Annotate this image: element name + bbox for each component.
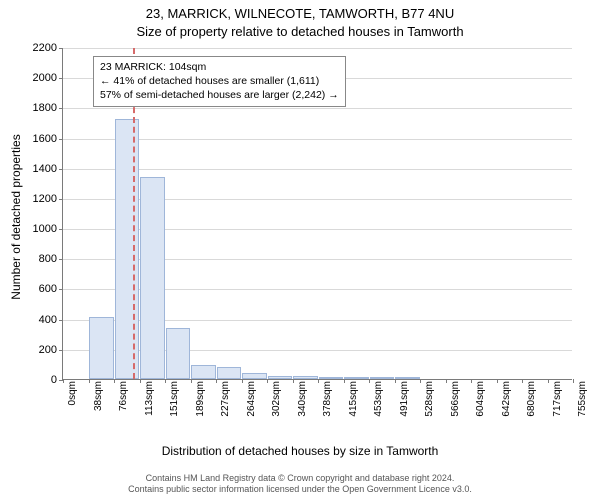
annotation-line-2: ← 41% of detached houses are smaller (1,… (100, 74, 339, 88)
ytick-mark (59, 48, 63, 49)
histogram-bar (319, 377, 344, 379)
ytick-label: 200 (39, 344, 57, 356)
xtick-mark (522, 379, 523, 383)
xtick-mark (344, 379, 345, 383)
ytick-label: 600 (39, 283, 57, 295)
histogram-bar (395, 377, 420, 379)
footer-line-2: Contains public sector information licen… (0, 484, 600, 496)
annotation-line-1: 23 MARRICK: 104sqm (100, 60, 339, 74)
xtick-label: 151sqm (169, 381, 180, 417)
histogram-bar (217, 367, 242, 379)
xtick-label: 378sqm (322, 381, 333, 417)
ytick-mark (59, 139, 63, 140)
ytick-label: 400 (39, 314, 57, 326)
xtick-label: 264sqm (246, 381, 257, 417)
xtick-mark (446, 379, 447, 383)
xtick-mark (293, 379, 294, 383)
xtick-mark (497, 379, 498, 383)
ytick-label: 800 (39, 253, 57, 265)
chart-container: 23, MARRICK, WILNECOTE, TAMWORTH, B77 4N… (0, 0, 600, 500)
histogram-bar (89, 317, 114, 379)
ytick-mark (59, 108, 63, 109)
xtick-mark (140, 379, 141, 383)
histogram-bar (242, 373, 267, 379)
plot-area: 0200400600800100012001400160018002000220… (62, 48, 572, 380)
histogram-bar (140, 177, 165, 379)
histogram-bar (191, 365, 216, 379)
ytick-mark (59, 350, 63, 351)
footer-line-1: Contains HM Land Registry data © Crown c… (0, 473, 600, 485)
ytick-mark (59, 169, 63, 170)
xtick-label: 415sqm (348, 381, 359, 417)
xtick-mark (420, 379, 421, 383)
xtick-label: 566sqm (450, 381, 461, 417)
annotation-line-3: 57% of semi-detached houses are larger (… (100, 88, 339, 102)
xtick-mark (471, 379, 472, 383)
ytick-mark (59, 78, 63, 79)
ytick-mark (59, 259, 63, 260)
ytick-mark (59, 289, 63, 290)
xtick-label: 76sqm (118, 381, 129, 411)
ytick-mark (59, 229, 63, 230)
ytick-label: 2200 (33, 42, 57, 54)
xtick-label: 0sqm (67, 381, 78, 405)
xtick-label: 113sqm (144, 381, 155, 416)
xtick-label: 227sqm (220, 381, 231, 417)
ytick-label: 1200 (33, 193, 57, 205)
xtick-mark (114, 379, 115, 383)
xtick-label: 717sqm (552, 381, 563, 417)
ytick-label: 1000 (33, 223, 57, 235)
ytick-label: 0 (51, 374, 57, 386)
xtick-mark (395, 379, 396, 383)
xtick-mark (267, 379, 268, 383)
xtick-label: 302sqm (271, 381, 282, 417)
title-line-2: Size of property relative to detached ho… (0, 24, 600, 39)
ytick-mark (59, 320, 63, 321)
y-axis-label: Number of detached properties (9, 87, 23, 347)
ytick-label: 1600 (33, 133, 57, 145)
ytick-label: 2000 (33, 72, 57, 84)
ytick-label: 1800 (33, 102, 57, 114)
histogram-bar (370, 377, 395, 379)
histogram-bar (293, 376, 318, 379)
gridline (63, 108, 572, 109)
xtick-mark (165, 379, 166, 383)
xtick-label: 189sqm (195, 381, 206, 417)
xtick-mark (63, 379, 64, 383)
x-axis-label: Distribution of detached houses by size … (0, 444, 600, 458)
footer-text: Contains HM Land Registry data © Crown c… (0, 473, 600, 496)
gridline (63, 48, 572, 49)
xtick-label: 528sqm (424, 381, 435, 417)
ytick-mark (59, 199, 63, 200)
xtick-label: 491sqm (399, 381, 410, 417)
histogram-bar (268, 376, 293, 379)
title-line-1: 23, MARRICK, WILNECOTE, TAMWORTH, B77 4N… (0, 6, 600, 21)
xtick-mark (318, 379, 319, 383)
xtick-label: 453sqm (373, 381, 384, 417)
gridline (63, 139, 572, 140)
xtick-mark (191, 379, 192, 383)
xtick-label: 340sqm (297, 381, 308, 417)
xtick-label: 642sqm (501, 381, 512, 417)
xtick-mark (369, 379, 370, 383)
xtick-label: 604sqm (475, 381, 486, 417)
xtick-mark (216, 379, 217, 383)
xtick-mark (548, 379, 549, 383)
annotation-box: 23 MARRICK: 104sqm ← 41% of detached hou… (93, 56, 346, 107)
xtick-label: 38sqm (93, 381, 104, 411)
xtick-mark (242, 379, 243, 383)
histogram-bar (344, 377, 369, 379)
xtick-label: 755sqm (577, 381, 588, 417)
gridline (63, 169, 572, 170)
histogram-bar (166, 328, 191, 379)
ytick-label: 1400 (33, 163, 57, 175)
xtick-mark (89, 379, 90, 383)
xtick-mark (573, 379, 574, 383)
xtick-label: 680sqm (526, 381, 537, 417)
